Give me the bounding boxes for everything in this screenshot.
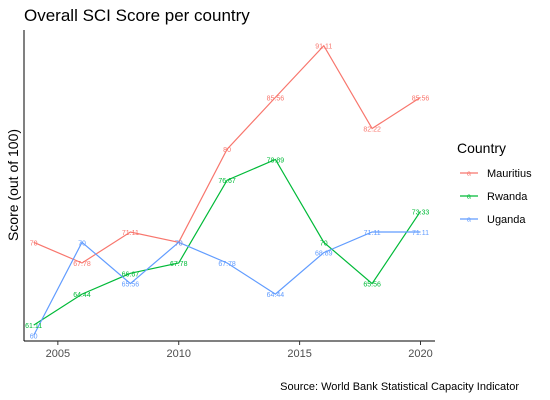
x-tick-label: 2020: [408, 348, 432, 360]
series-line-uganda: [33, 231, 421, 336]
legend-title: Country: [457, 140, 506, 156]
data-label-rwanda: 64.44: [73, 292, 91, 299]
series-lines: [33, 44, 421, 336]
x-tick-label: 2005: [46, 348, 70, 360]
data-label-rwanda: 65.56: [363, 282, 381, 289]
legend-key-glyph: a: [467, 171, 471, 178]
data-label-uganda: 71.11: [364, 230, 381, 237]
data-label-mauritius: 71.11: [122, 230, 139, 237]
x-tick-label: 2010: [166, 348, 190, 360]
data-label-mauritius: 91.11: [315, 44, 332, 51]
series-line-mauritius: [33, 44, 421, 264]
legend-label-mauritius: Mauritius: [487, 168, 532, 180]
plot-area: 2005 2010 2015 2020 70 67.78 71.11 70 80 85.56 91…: [23, 30, 435, 360]
data-label-rwanda: 67.78: [170, 261, 188, 268]
legend-label-rwanda: Rwanda: [487, 191, 528, 203]
legend-item-mauritius: a Mauritius: [460, 168, 532, 180]
data-label-mauritius: 85.56: [412, 95, 430, 102]
data-label-uganda: 68.89: [315, 251, 333, 258]
legend: Country a Mauritius a Rwanda a Uganda: [457, 140, 532, 226]
legend-label-uganda: Uganda: [487, 214, 526, 226]
data-label-mauritius: 70: [175, 240, 183, 247]
data-label-uganda: 70: [175, 240, 183, 247]
data-label-mauritius: 85.56: [267, 95, 285, 102]
data-label-uganda: 60: [30, 333, 38, 340]
legend-item-uganda: a Uganda: [460, 214, 526, 226]
series-data-labels: 70 67.78 71.11 70 80 85.56 91.11 82.22 85.56 61.1…: [25, 44, 429, 341]
data-label-rwanda: 78.89: [267, 158, 285, 165]
data-label-rwanda: 66.67: [122, 271, 140, 278]
data-label-mauritius: 67.78: [73, 261, 91, 268]
y-axis-title: Score (out of 100): [5, 129, 21, 241]
data-label-mauritius: 70: [30, 240, 38, 247]
data-label-uganda: 64.44: [267, 292, 285, 299]
data-label-uganda: 67.78: [218, 261, 236, 268]
legend-key-glyph: a: [467, 194, 471, 201]
legend-item-rwanda: a Rwanda: [460, 191, 528, 203]
chart-caption: Source: World Bank Statistical Capacity …: [280, 381, 519, 393]
data-label-mauritius: 82.22: [363, 127, 381, 134]
data-label-uganda: 70: [78, 240, 86, 247]
data-label-uganda: 71.11: [412, 230, 429, 237]
data-label-rwanda: 70: [320, 240, 328, 247]
legend-key-glyph: a: [467, 217, 471, 224]
x-tick-label: 2015: [287, 348, 311, 360]
data-label-rwanda: 76.67: [218, 178, 236, 185]
data-label-mauritius: 80: [223, 147, 231, 154]
data-label-rwanda: 61.11: [25, 323, 42, 330]
x-ticks: 2005 2010 2015 2020: [46, 341, 433, 360]
data-label-rwanda: 73.33: [412, 209, 430, 216]
chart-title: Overall SCI Score per country: [24, 6, 250, 25]
legend-items: a Mauritius a Rwanda a Uganda: [460, 168, 532, 226]
data-label-uganda: 65.56: [122, 282, 140, 289]
series-line-rwanda: [33, 158, 421, 326]
